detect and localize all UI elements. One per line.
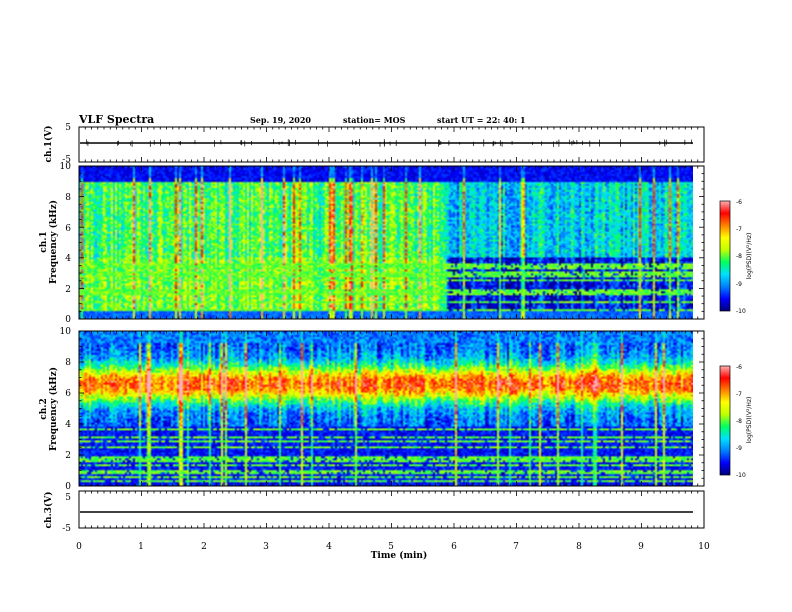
ch1-waveform-frame	[79, 127, 704, 162]
ch1-colorbar-label: log(PSD)(V²/Hz)	[746, 233, 753, 280]
xtick-0: 0	[76, 542, 82, 552]
ch2-spectrogram-ylabel-frequency: Frequency (kHz)	[48, 367, 59, 451]
x-axis-label: Time (min)	[371, 550, 428, 561]
cb1-tick-m9: -9	[736, 281, 742, 288]
ch2-spectrogram-image	[79, 331, 693, 486]
ch1-colorbar-scale	[720, 201, 730, 311]
ch3-waveform-frame	[79, 491, 704, 528]
ch1-ytick-4: 4	[65, 254, 71, 264]
cb2-tick-m10: -10	[736, 472, 746, 479]
ch1-ytick-0: 0	[65, 315, 71, 325]
ch2-ytick-2: 2	[65, 451, 71, 461]
ch1-ytick-8: 8	[65, 193, 71, 203]
xtick-3: 3	[263, 542, 269, 552]
ch3-waveform-panel: 5 -5 ch.3(V)	[43, 491, 704, 534]
ch1-ytick-10: 10	[60, 162, 72, 172]
figure-station: station= MOS	[343, 115, 406, 125]
figure-date: Sep. 19, 2020	[250, 115, 311, 125]
ch2-colorbar-ticks: -6 -7 -8 -9 -10	[736, 364, 746, 479]
ch2-spectrogram-ylabel-channel: ch.2	[39, 398, 49, 419]
ch2-ytick-10: 10	[60, 327, 72, 337]
ch1-spectrogram-ytick-labels: 10 8 6 4 2 0	[60, 162, 72, 325]
cb2-tick-m8: -8	[736, 418, 742, 425]
ch2-colorbar: -6 -7 -8 -9 -10 log(PSD)(V²/Hz)	[720, 364, 753, 479]
ch1-waveform-ylabel: ch.1(V)	[43, 126, 54, 163]
ch1-spectrogram-ylabel-channel: ch.1	[39, 231, 49, 252]
ch2-colorbar-label: log(PSD)(V²/Hz)	[746, 397, 753, 444]
ch2-spectrogram-ytick-labels: 10 8 6 4 2 0	[60, 327, 72, 492]
cb2-tick-m9: -9	[736, 445, 742, 452]
ch2-ytick-4: 4	[65, 420, 71, 430]
ch1-ytick-6: 6	[65, 224, 71, 234]
xtick-4: 4	[326, 542, 332, 552]
cb2-tick-m6: -6	[736, 364, 742, 371]
cb1-tick-m10: -10	[736, 308, 746, 315]
xtick-2: 2	[201, 542, 207, 552]
ch1-waveform-ytick-top: 5	[65, 123, 71, 133]
ch2-colorbar-scale	[720, 366, 730, 475]
ch2-ytick-6: 6	[65, 389, 71, 399]
ch2-ytick-8: 8	[65, 358, 71, 368]
ch3-waveform-ylabel: ch.3(V)	[43, 492, 54, 529]
figure-title: VLF Spectra	[78, 113, 154, 126]
ch1-waveform-panel: 5 -5 ch.1(V)	[43, 123, 704, 165]
xtick-7: 7	[513, 542, 519, 552]
ch2-spectrogram-panel: 10 8 6 4 2 0 ch.2 Frequency (kHz)	[39, 327, 704, 492]
ch1-ytick-2: 2	[65, 285, 71, 295]
ch2-ytick-0: 0	[65, 482, 71, 492]
cb1-tick-m7: -7	[736, 226, 742, 233]
ch1-spectrogram-panel: 10 8 6 4 2 0 ch.1 Frequency (kHz)	[39, 162, 704, 325]
ch1-spectrogram-image	[79, 166, 693, 319]
ch1-colorbar: -6 -7 -8 -9 -10 log(PSD)(V²/Hz)	[720, 199, 753, 315]
cb1-tick-m8: -8	[736, 253, 742, 260]
cb1-tick-m6: -6	[736, 199, 742, 206]
cb2-tick-m7: -7	[736, 391, 742, 398]
ch3-waveform-ytick-top: 5	[65, 493, 71, 503]
xtick-10: 10	[698, 542, 710, 552]
ch3-waveform-ytick-bottom: -5	[62, 524, 71, 534]
ch1-spectrogram-ylabel-frequency: Frequency (kHz)	[48, 200, 59, 284]
figure-start-time: start UT = 22: 40: 1	[437, 115, 526, 125]
xtick-8: 8	[576, 542, 582, 552]
xtick-6: 6	[451, 542, 457, 552]
ch1-colorbar-ticks: -6 -7 -8 -9 -10	[736, 199, 746, 315]
xtick-1: 1	[138, 542, 144, 552]
xtick-9: 9	[638, 542, 644, 552]
